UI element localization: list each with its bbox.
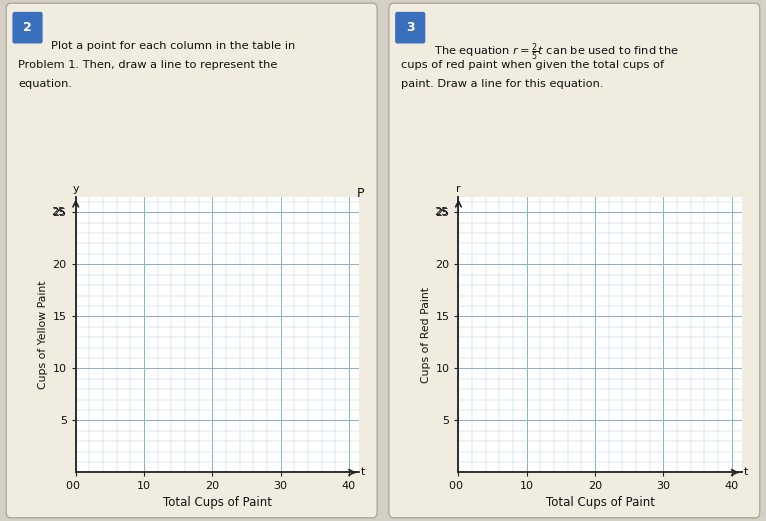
Text: Plot a point for each column in the table in: Plot a point for each column in the tabl…: [51, 41, 296, 51]
Text: paint. Draw a line for this equation.: paint. Draw a line for this equation.: [401, 79, 603, 89]
Text: cups of red paint when given the total cups of: cups of red paint when given the total c…: [401, 60, 664, 70]
Text: t: t: [361, 467, 365, 477]
Text: The equation $r = \frac{2}{5}t$ can be used to find the: The equation $r = \frac{2}{5}t$ can be u…: [434, 41, 679, 63]
FancyBboxPatch shape: [6, 3, 377, 518]
X-axis label: Total Cups of Paint: Total Cups of Paint: [163, 495, 272, 508]
Text: 2: 2: [23, 21, 32, 34]
FancyBboxPatch shape: [395, 12, 425, 44]
Y-axis label: Cups of Red Paint: Cups of Red Paint: [421, 287, 431, 382]
X-axis label: Total Cups of Paint: Total Cups of Paint: [545, 495, 655, 508]
Text: 0: 0: [448, 481, 455, 491]
Text: 0: 0: [65, 481, 72, 491]
Text: y: y: [73, 183, 79, 194]
FancyBboxPatch shape: [12, 12, 43, 44]
Text: 25: 25: [434, 207, 448, 217]
Text: Problem 1. Then, draw a line to represent the: Problem 1. Then, draw a line to represen…: [18, 60, 277, 70]
Y-axis label: Cups of Yellow Paint: Cups of Yellow Paint: [38, 280, 48, 389]
Text: 3: 3: [406, 21, 414, 34]
Text: equation.: equation.: [18, 79, 72, 89]
Text: 25: 25: [51, 207, 66, 217]
FancyBboxPatch shape: [389, 3, 760, 518]
Text: P: P: [357, 187, 365, 200]
Text: t: t: [744, 467, 748, 477]
Text: r: r: [456, 183, 460, 194]
